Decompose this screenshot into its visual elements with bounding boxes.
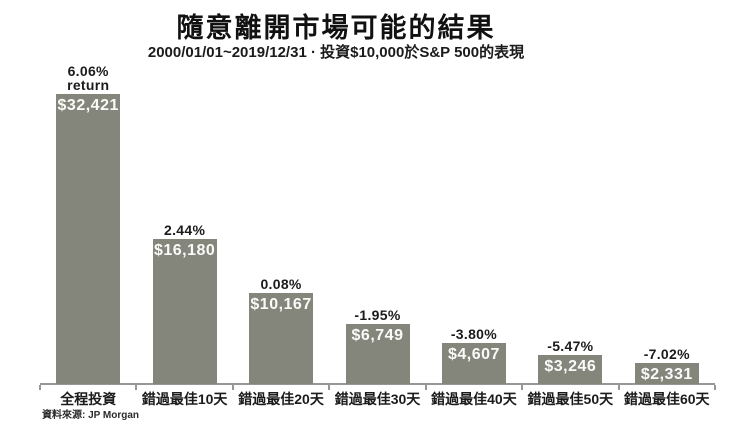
bar: $4,607 — [441, 343, 506, 384]
bar: $16,180 — [152, 239, 217, 384]
x-axis-category-label: 錯過最佳30天 — [334, 391, 421, 407]
bar-value-label: $4,607 — [447, 346, 500, 363]
bar-value-label: $32,421 — [57, 97, 119, 114]
bar-percent-label: 0.08% — [233, 277, 329, 291]
bar-percent-label: -7.02% — [619, 347, 715, 361]
x-axis-tick — [617, 385, 620, 390]
bar-percent-line: -3.80% — [450, 326, 497, 342]
bar-percent-label: 6.06% return — [40, 64, 136, 92]
x-axis-tick — [521, 385, 524, 390]
bar-percent-line: 0.08% — [260, 276, 302, 292]
x-axis-category-label: 錯過最佳60天 — [623, 391, 710, 407]
bar-percent-label: 2.44% — [137, 223, 233, 237]
x-axis-line — [40, 383, 715, 385]
x-axis-category-label: 錯過最佳50天 — [527, 391, 614, 407]
x-axis-tick — [328, 385, 331, 390]
bar-percent-label: -5.47% — [522, 339, 618, 353]
x-axis-tick — [39, 385, 41, 390]
bar: $6,749 — [345, 324, 410, 384]
bar-value-label: $6,749 — [351, 327, 404, 344]
bar: $32,421 — [56, 94, 121, 384]
bar: $3,246 — [538, 355, 603, 384]
x-axis-tick — [231, 385, 234, 390]
bar-value-label: $16,180 — [153, 242, 216, 259]
x-axis-tick — [424, 385, 427, 390]
chart-title: 隨意離開市場可能的結果 — [176, 13, 496, 43]
bar-percent-label: -3.80% — [426, 327, 522, 341]
chart-subtitle: 2000/01/01~2019/12/31 · 投資$10,000於S&P 50… — [147, 44, 525, 61]
bar-value-label: $2,331 — [640, 366, 693, 383]
bar-percent-line: -1.95% — [354, 307, 401, 323]
bar: $2,331 — [634, 363, 699, 384]
x-axis-tick — [135, 385, 138, 390]
bar-percent-line: -5.47% — [547, 338, 594, 354]
bar-value-label: $10,167 — [250, 296, 312, 313]
x-axis-category-label: 錯過最佳40天 — [431, 391, 517, 407]
x-axis-category-label: 全程投資 — [60, 391, 117, 407]
bar: $10,167 — [249, 293, 314, 384]
source-note: 資料來源: JP Morgan — [42, 410, 140, 421]
x-axis-tick — [714, 385, 716, 390]
bar-percent-line: return — [67, 77, 110, 93]
bar-percent-line: -7.02% — [643, 346, 690, 362]
bar-percent-line: 6.06% — [67, 63, 109, 79]
bar-percent-label: -1.95% — [330, 308, 426, 322]
bar-value-label: $3,246 — [544, 358, 597, 375]
x-axis-category-label: 錯過最佳10天 — [141, 391, 228, 407]
x-axis-category-label: 錯過最佳20天 — [238, 391, 324, 407]
bar-percent-line: 2.44% — [164, 222, 206, 238]
